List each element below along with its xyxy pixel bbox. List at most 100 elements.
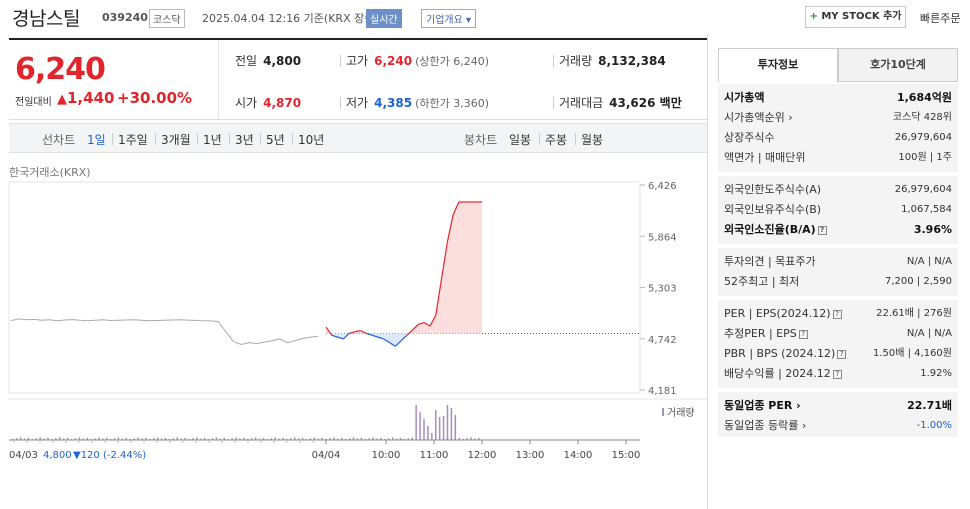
volume-bar (454, 415, 457, 440)
candle-weekly[interactable]: 주봉 (545, 133, 568, 147)
trading-amount: 거래대금 43,626 백만 (559, 94, 682, 111)
help-icon[interactable]: ? (817, 225, 827, 235)
info-label[interactable]: 동일업종 PER › (724, 399, 801, 412)
info-label: 투자의견 | 목표주가 (724, 255, 816, 268)
volume-bar (399, 437, 402, 440)
volume-bar (348, 438, 351, 440)
info-label: 외국인한도주식수(A) (724, 183, 822, 196)
corp-info-dropdown[interactable]: 기업개요 ▾ (421, 9, 476, 28)
period-3m[interactable]: 3개월 (161, 133, 191, 147)
info-value: 1.92% (920, 368, 952, 379)
period-5y[interactable]: 5년 (266, 133, 285, 147)
volume-label: 거래량 (559, 54, 593, 68)
market-badge: 코스닥 (149, 9, 185, 28)
candle-monthly[interactable]: 월봉 (581, 133, 604, 147)
chart-svg[interactable]: 6,426 5,864 5,303 4,742 4,181 거래량 04/04 10:00 11… (0, 160, 708, 460)
volume-bar (297, 438, 300, 440)
quick-order-link[interactable]: 빠른주문 (920, 12, 961, 25)
volume-bar (333, 437, 335, 440)
help-icon[interactable]: ? (837, 349, 847, 359)
tab-order-book[interactable]: 호가10단계 (838, 48, 958, 82)
volume-bar (121, 438, 124, 440)
candle-daily[interactable]: 일봉 (509, 133, 532, 147)
volume-bar (192, 438, 194, 440)
volume-bar (258, 438, 261, 440)
plot-frame (8, 181, 641, 394)
help-icon[interactable]: ? (832, 369, 842, 379)
stock-name: 경남스틸 (12, 8, 80, 30)
info-label[interactable]: 동일업종 등락률 › (724, 419, 807, 432)
series-prev-day (10, 318, 319, 345)
volume-bar (450, 408, 453, 440)
fill-down-area (326, 333, 482, 347)
series-today-segment (452, 201, 460, 216)
my-stock-label: MY STOCK 추가 (821, 11, 902, 22)
tab-investment-info[interactable]: 투자정보 (718, 48, 838, 82)
volume-bar (55, 438, 57, 440)
x-tick-label: 04/04 (312, 450, 341, 460)
prev-close-label: 전일 (235, 54, 258, 68)
info-section: 시가총액 1,684억원 시가총액순위 › 코스닥 428위 상장주식수 26,979,6… (718, 84, 958, 172)
info-value: N/A | N/A (906, 328, 952, 339)
volume-bar (106, 437, 108, 440)
period-3y[interactable]: 3년 (235, 133, 254, 147)
price-chart[interactable]: 한국거래소(KRX) 6,426 5,864 5,303 4,742 4,181 거래량 0… (0, 160, 708, 460)
volume-bar (200, 438, 202, 440)
period-1w[interactable]: 1주일 (118, 133, 148, 147)
volume-bar (466, 438, 468, 440)
info-value: 100원 | 1주 (898, 152, 952, 163)
period-10y[interactable]: 10년 (298, 133, 325, 147)
series-today-segment (377, 336, 384, 340)
divider (155, 133, 156, 145)
my-stock-add-button[interactable]: + MY STOCK 추가 (805, 6, 906, 28)
x-tick-label: 15:00 (612, 450, 641, 460)
x-tick-label: 13:00 (516, 450, 545, 460)
series-today-segment (383, 338, 390, 344)
series-today-segment (435, 278, 443, 316)
divider (112, 133, 113, 145)
open-value: 4,870 (263, 96, 302, 110)
info-section: 투자의견 | 목표주가 N/A | N/A 52주최고 | 최저 7,200 | 2,… (718, 248, 958, 296)
series-today-segment (406, 329, 414, 336)
volume-bar (235, 437, 237, 440)
footer-change: ▼120 (-2.44%) (73, 450, 146, 460)
period-1d[interactable]: 1일 (87, 133, 106, 147)
volume-bar (352, 437, 355, 440)
volume-bar (231, 438, 233, 440)
divider (707, 34, 708, 509)
volume-bar (59, 437, 61, 440)
info-label: PER | EPS(2024.12)? (724, 304, 842, 324)
divider (575, 133, 576, 145)
divider (260, 133, 261, 145)
help-icon[interactable]: ? (832, 309, 842, 319)
stock-header: 경남스틸 039240 코스닥 2025.04.04 12:16 기준(KRX … (0, 0, 970, 34)
volume-bar (313, 437, 316, 440)
volume-legend-label: 거래량 (667, 407, 695, 419)
volume-bar (309, 438, 312, 440)
info-row: 액면가 | 매매단위 100원 | 1주 (724, 148, 952, 168)
volume-bar (282, 437, 284, 440)
x-tick-label: 10:00 (372, 450, 401, 460)
volume-bar (341, 437, 343, 440)
info-value: 26,979,604 (894, 132, 952, 143)
y-tick-label: 6,426 (648, 181, 677, 192)
info-value: N/A | N/A (906, 256, 952, 267)
volume-bar (145, 437, 147, 440)
series-today-segment (394, 340, 402, 347)
price-change: ▲1,440 (57, 89, 114, 107)
amount-value: 43,626 백만 (609, 96, 682, 110)
series-today-segment (440, 242, 448, 279)
volume-bar (117, 437, 120, 440)
y-tick-label: 4,742 (648, 335, 677, 346)
volume-bar (211, 438, 214, 440)
series-today-segment (325, 326, 333, 336)
help-icon[interactable]: ? (798, 329, 808, 339)
realtime-badge[interactable]: 실시간 (366, 9, 402, 28)
volume-bar (380, 437, 382, 440)
divider (340, 97, 341, 109)
info-row: 외국인보유주식수(B) 1,067,584 (724, 200, 952, 220)
high-price: 고가 6,240 (상한가 6,240) (346, 52, 489, 69)
info-label[interactable]: 시가총액순위 › (724, 111, 793, 124)
period-1y[interactable]: 1년 (203, 133, 222, 147)
info-value: 26,979,604 (894, 184, 952, 195)
